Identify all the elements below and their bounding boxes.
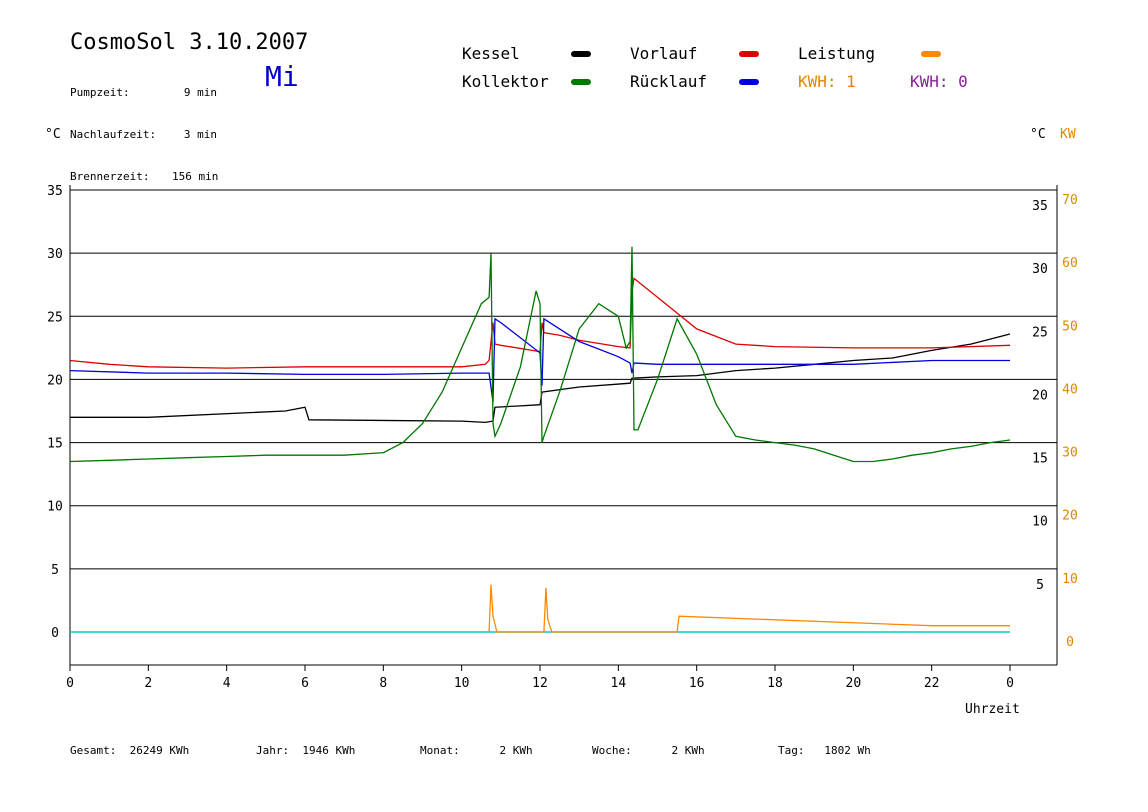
y-kw-tick-40: 40 xyxy=(1062,382,1078,397)
x-tick-label-5: 10 xyxy=(454,676,470,691)
info-row-brennerzeit: Brennerzeit: 156 min xyxy=(70,170,219,183)
y-kw-tick-10: 10 xyxy=(1062,572,1078,587)
y-kw-tick-60: 60 xyxy=(1062,256,1078,271)
chart-title: CosmoSol 3.10.2007 xyxy=(70,30,309,55)
footer-woche: Woche: 2 KWh xyxy=(592,744,705,757)
right-axis-unit: °C xyxy=(1030,127,1046,142)
y-left-tick-20: 20 xyxy=(47,373,63,388)
legend-swatch-kessel xyxy=(571,51,591,57)
legend-kwh-1: KWH: 1 xyxy=(798,72,856,91)
y-kw-tick-70: 70 xyxy=(1062,193,1078,208)
x-tick-label-12: 0 xyxy=(1006,676,1014,691)
x-tick-label-8: 16 xyxy=(689,676,705,691)
legend-swatch-vorlauf xyxy=(739,51,759,57)
x-tick-label-4: 8 xyxy=(379,676,387,691)
y-right-tick-35: 35 xyxy=(1032,199,1048,214)
series-line-leistung xyxy=(488,584,1010,633)
x-tick-label-3: 6 xyxy=(301,676,309,691)
legend-swatch-kollektor xyxy=(571,79,591,85)
legend-swatch-leistung xyxy=(921,51,941,57)
x-tick-label-7: 14 xyxy=(611,676,627,691)
y-right-tick-5: 5 xyxy=(1036,578,1044,593)
y-right-tick-25: 25 xyxy=(1032,325,1048,340)
y-right-tick-30: 30 xyxy=(1032,262,1048,277)
y-left-tick-0: 0 xyxy=(51,626,59,641)
y-right-tick-15: 15 xyxy=(1032,452,1048,467)
x-tick-label-0: 0 xyxy=(66,676,74,691)
x-tick-label-6: 12 xyxy=(532,676,548,691)
y-kw-tick-50: 50 xyxy=(1062,319,1078,334)
info-block: Pumpzeit: 9 min Nachlaufzeit: 3 min Brenne… xyxy=(70,58,219,198)
info-row-pumpzeit: Pumpzeit: 9 min xyxy=(70,86,217,99)
legend-leistung: Leistung xyxy=(798,44,876,63)
y-left-tick-5: 5 xyxy=(51,563,59,578)
x-tick-label-2: 4 xyxy=(223,676,231,691)
y-left-tick-10: 10 xyxy=(47,500,63,515)
left-axis-unit: °C xyxy=(45,127,61,142)
x-tick-label-11: 22 xyxy=(924,676,940,691)
y-kw-tick-0: 0 xyxy=(1066,635,1074,650)
y-kw-tick-20: 20 xyxy=(1062,509,1078,524)
legend-kollektor: Kollektor xyxy=(462,72,549,91)
x-tick-label-9: 18 xyxy=(767,676,783,691)
y-right-tick-10: 10 xyxy=(1032,515,1048,530)
y-left-tick-30: 30 xyxy=(47,247,63,262)
x-tick-label-1: 2 xyxy=(144,676,152,691)
footer-jahr: Jahr: 1946 KWh xyxy=(256,744,356,757)
right-axis-unit-kw: KW xyxy=(1060,127,1076,142)
weekday-label: Mi xyxy=(265,60,299,93)
legend-vorlauf: Vorlauf xyxy=(630,44,698,63)
x-tick-label-10: 20 xyxy=(846,676,862,691)
y-right-tick-20: 20 xyxy=(1032,388,1048,403)
legend-ruecklauf: Rücklauf xyxy=(630,72,708,91)
series-line-kessel xyxy=(70,333,1011,424)
series-line-rcklauf xyxy=(69,317,1010,403)
legend-kwh-2: KWH: 0 xyxy=(910,72,968,91)
y-left-tick-35: 35 xyxy=(47,184,63,199)
legend-kessel: Kessel xyxy=(462,44,520,63)
footer-monat: Monat: 2 KWh xyxy=(420,744,533,757)
footer-gesamt: Gesamt: 26249 KWh xyxy=(70,744,190,757)
y-kw-tick-30: 30 xyxy=(1062,446,1078,461)
series-line-vorlauf xyxy=(69,277,1011,369)
info-row-nachlaufzeit: Nachlaufzeit: 3 min xyxy=(70,128,217,141)
x-axis-label: Uhrzeit xyxy=(965,702,1020,717)
y-left-tick-15: 15 xyxy=(47,437,63,452)
footer-tag: Tag: 1802 Wh xyxy=(778,744,871,757)
legend-swatch-ruecklauf xyxy=(739,79,759,85)
y-left-tick-25: 25 xyxy=(47,310,63,325)
series-line-kollektor xyxy=(69,246,1011,463)
